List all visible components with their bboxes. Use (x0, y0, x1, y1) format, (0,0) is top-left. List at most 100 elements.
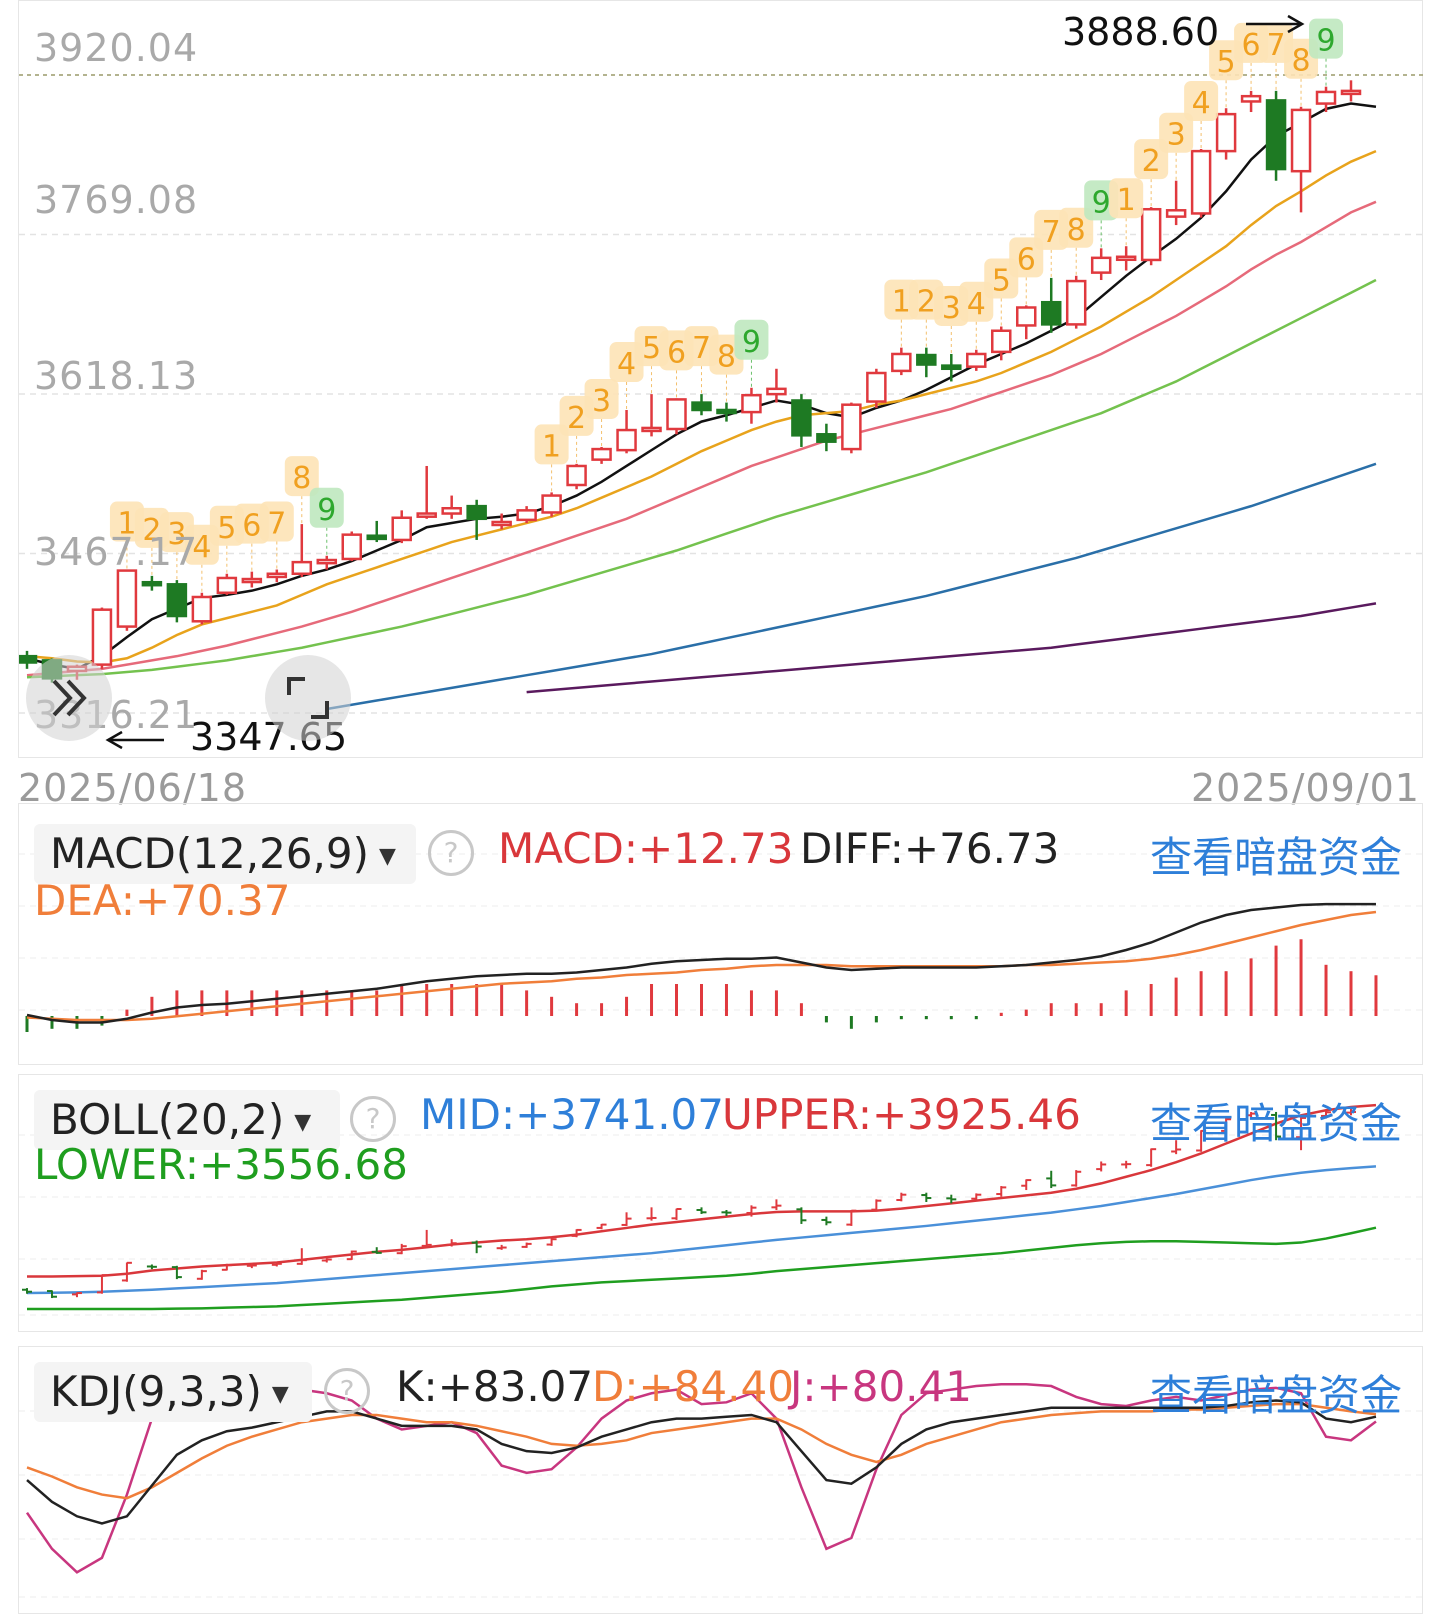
boll-line-mid (26, 1165, 1377, 1295)
candle-body (316, 558, 338, 565)
candle-body (841, 403, 862, 451)
candle-body (1115, 255, 1137, 262)
fullscreen-button[interactable] (265, 655, 351, 741)
candle-body (1040, 300, 1062, 326)
help-icon[interactable]: ? (428, 830, 474, 876)
candle-body (891, 352, 912, 373)
td-count-label: 4 (967, 287, 986, 322)
collapse-button[interactable] (26, 655, 112, 741)
td-count-label: 3 (167, 517, 186, 552)
ma-line-ma10 (26, 149, 1377, 664)
td-count-label: 8 (1291, 44, 1310, 79)
kdj-selector[interactable]: KDJ(9,3,3) ▼ (34, 1362, 312, 1422)
ma-line-ma60 (326, 462, 1377, 711)
candle-body (391, 516, 412, 542)
td-count-label: 2 (142, 513, 161, 548)
candle-body (991, 329, 1012, 354)
dropdown-caret-icon: ▼ (378, 843, 396, 869)
td-count-label: 4 (1192, 86, 1211, 121)
dark-pool-link[interactable]: 查看暗盘资金 (1149, 1099, 1402, 1148)
candle-body (491, 520, 512, 527)
candle-body (466, 504, 487, 521)
help-icon[interactable]: ? (324, 1368, 370, 1414)
ma-line-ma30 (26, 278, 1377, 679)
td-count-label: 1 (892, 285, 911, 320)
dropdown-caret-icon: ▼ (271, 1381, 289, 1407)
candle-body (19, 654, 38, 664)
candle-body (1140, 207, 1162, 262)
candle-body (1215, 112, 1237, 153)
td-count-label: 9 (1092, 185, 1111, 220)
macd-chart (19, 853, 1424, 1032)
candle-body (941, 364, 962, 371)
kdj-d-value: D:+84.40 (592, 1362, 794, 1411)
candle-body (441, 506, 462, 515)
high-price-marker: 3888.60 (1062, 10, 1220, 54)
candle-body (766, 387, 787, 396)
boll-panel (18, 1074, 1424, 1332)
td-badge (1059, 207, 1094, 248)
candle-body (166, 583, 188, 618)
td-count-label: 3 (592, 384, 611, 419)
kdj-k-value: K:+83.07 (396, 1362, 594, 1411)
td-badge (1309, 18, 1344, 59)
candle-body (291, 560, 313, 576)
boll-selector[interactable]: BOLL(20,2) ▼ (34, 1090, 340, 1150)
candle-body (641, 426, 662, 433)
td-count-label: 4 (192, 530, 211, 565)
macd-panel (18, 803, 1424, 1065)
candle-body (516, 509, 537, 522)
candle-body (266, 572, 288, 579)
boll-chart (19, 1103, 1424, 1316)
td-count-label: 9 (1316, 24, 1335, 59)
candle-body (1340, 89, 1362, 96)
candle-body (1240, 94, 1262, 103)
boll-line-lower (27, 1226, 1377, 1311)
kdj-j-value: J:+80.41 (790, 1362, 972, 1411)
td-count-label: 3 (942, 291, 961, 326)
td-count-label: 5 (1217, 45, 1236, 80)
candle-body (1190, 149, 1212, 215)
td-count-label: 7 (692, 331, 711, 366)
candle-body (741, 393, 762, 414)
kdj-selector-label: KDJ(9,3,3) (50, 1367, 262, 1416)
td-count-label: 8 (292, 461, 311, 496)
td-count-label: 7 (1042, 215, 1061, 250)
dark-pool-link[interactable]: 查看暗盘资金 (1149, 833, 1402, 882)
macd-selector-label: MACD(12,26,9) (50, 829, 369, 878)
boll-selector-label: BOLL(20,2) (50, 1095, 285, 1144)
candle-body (341, 533, 363, 561)
help-icon[interactable]: ? (350, 1096, 396, 1142)
ma-line-ma20 (26, 200, 1377, 677)
candle-body (916, 353, 937, 366)
candle-body (866, 371, 887, 403)
td-count-label: 2 (917, 285, 936, 320)
td-badge (1009, 237, 1044, 278)
candle-body (541, 494, 562, 514)
td-badge (1184, 81, 1219, 122)
candle-body (716, 408, 737, 415)
candle-body (1265, 99, 1287, 171)
td-count-label: 9 (742, 325, 761, 360)
candle-body (366, 534, 387, 541)
dark-pool-link[interactable]: 查看暗盘资金 (1149, 1371, 1402, 1420)
td-count-label: 6 (667, 335, 686, 370)
price-level-3: 3618.13 (34, 354, 199, 398)
candle-body (691, 401, 712, 412)
candle-body (791, 399, 812, 437)
candle-body (91, 608, 113, 666)
dropdown-caret-icon: ▼ (294, 1109, 312, 1135)
td-count-label: 3 (1167, 118, 1186, 153)
start-date: 2025/06/18 (18, 766, 248, 810)
candle-body (1315, 90, 1337, 105)
td-badge (1109, 178, 1144, 219)
candle-body (1015, 306, 1037, 327)
candle-body (191, 595, 213, 623)
macd-value: MACD:+12.73 (498, 824, 794, 873)
end-date: 2025/09/01 (1190, 766, 1420, 810)
candle-body (116, 569, 138, 628)
td-badge (1159, 112, 1194, 153)
macd-selector[interactable]: MACD(12,26,9) ▼ (34, 824, 416, 884)
